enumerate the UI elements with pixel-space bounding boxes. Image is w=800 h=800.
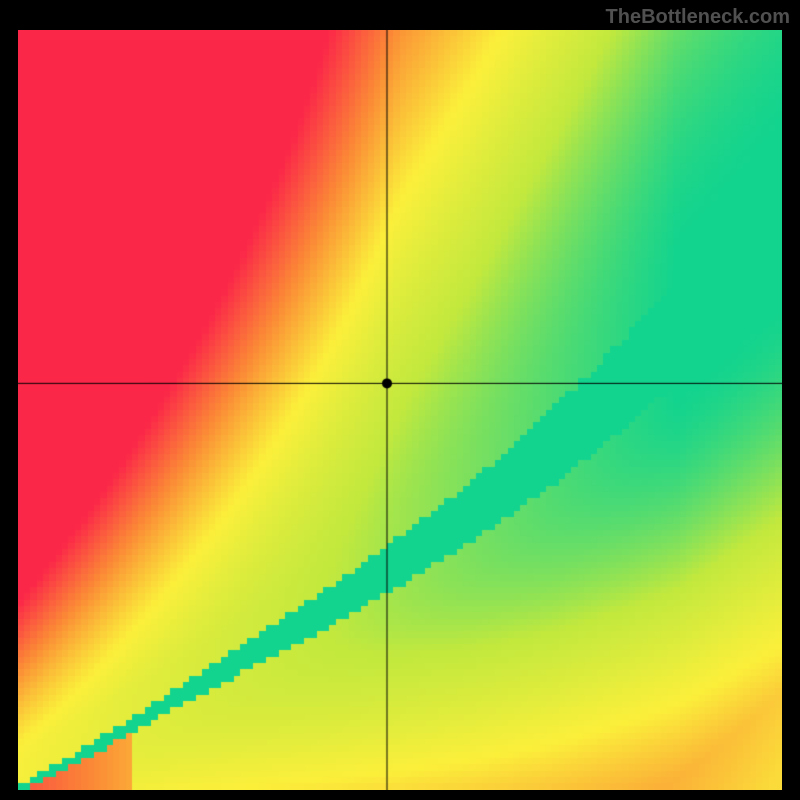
chart-container: TheBottleneck.com: [0, 0, 800, 800]
watermark-text: TheBottleneck.com: [606, 6, 790, 29]
heatmap-canvas: [18, 30, 782, 790]
